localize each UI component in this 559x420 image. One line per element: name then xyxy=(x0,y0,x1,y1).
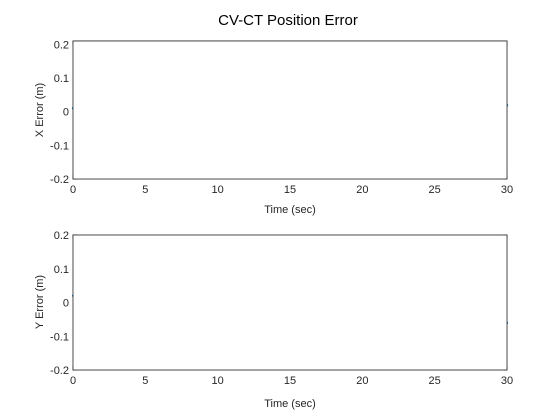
y-error-subplot: 0 5 10 15 20 25 30 -0.2 -0.1 0 0.1 0.2 Time (sec) Y… xyxy=(34,230,513,410)
y-error-xtick-label: 0 xyxy=(70,375,76,387)
x-error-subplot: 0 5 10 15 20 25 30 -0.2 -0.1 0 0.1 0.2 Time (sec) X… xyxy=(34,39,513,216)
y-error-ytick-label: 0.1 xyxy=(54,264,69,276)
y-error-xtick-label: 20 xyxy=(356,375,368,387)
x-error-ytick-label: 0 xyxy=(63,107,69,119)
x-error-ytick-label: -0.1 xyxy=(50,140,69,152)
y-error-xtick-label: 15 xyxy=(284,375,296,387)
y-error-ticks: 0 5 10 15 20 25 30 -0.2 -0.1 0 0.1 0.2 xyxy=(50,230,513,387)
y-error-ytick-label: 0 xyxy=(63,298,69,310)
x-error-ytick-label: 0.1 xyxy=(54,73,69,85)
x-error-xtick-label: 0 xyxy=(70,184,76,196)
figure-title: CV-CT Position Error xyxy=(218,12,358,29)
x-error-xtick-label: 5 xyxy=(142,184,148,196)
y-error-axes-outline xyxy=(72,234,508,371)
x-error-ylabel: X Error (m) xyxy=(34,83,46,137)
x-error-axes-outline xyxy=(72,40,508,180)
x-error-xtick-label: 10 xyxy=(212,184,224,196)
x-error-ytick-label: 0.2 xyxy=(54,39,69,51)
x-error-ytick-label: -0.2 xyxy=(50,174,69,186)
y-error-xlabel: Time (sec) xyxy=(264,398,316,410)
x-error-xtick-label: 30 xyxy=(501,184,513,196)
y-error-xtick-label: 25 xyxy=(429,375,441,387)
x-error-xtick-label: 15 xyxy=(284,184,296,196)
y-error-ytick-label: 0.2 xyxy=(54,230,69,242)
x-error-xtick-label: 20 xyxy=(356,184,368,196)
y-error-ytick-label: -0.1 xyxy=(50,331,69,343)
x-error-xtick-label: 25 xyxy=(429,184,441,196)
y-error-ylabel: Y Error (m) xyxy=(34,275,46,329)
y-error-xtick-label: 10 xyxy=(212,375,224,387)
x-error-xlabel: Time (sec) xyxy=(264,204,316,216)
y-error-ytick-label: -0.2 xyxy=(50,365,69,377)
y-error-xtick-label: 5 xyxy=(142,375,148,387)
y-error-xtick-label: 30 xyxy=(501,375,513,387)
